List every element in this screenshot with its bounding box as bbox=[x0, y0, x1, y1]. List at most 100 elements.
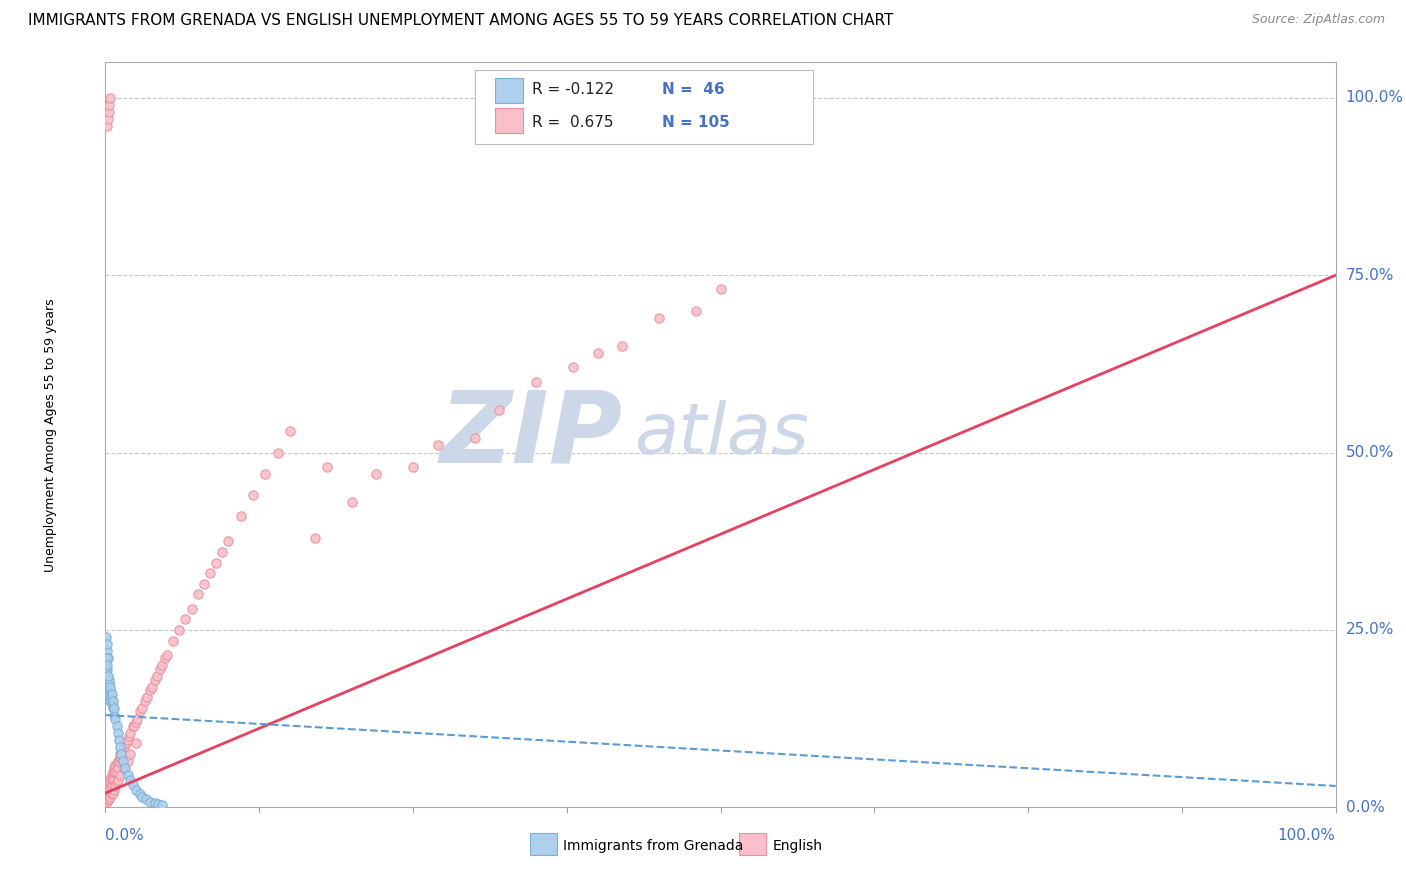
Point bbox=[149, 662, 172, 676]
Point bbox=[103, 772, 125, 786]
Point bbox=[150, 658, 173, 673]
Point bbox=[229, 509, 252, 524]
Text: 75.0%: 75.0% bbox=[1346, 268, 1393, 283]
Point bbox=[97, 112, 120, 127]
Text: English: English bbox=[772, 839, 823, 853]
Point bbox=[97, 782, 120, 797]
Text: 0.0%: 0.0% bbox=[1346, 800, 1385, 814]
Point bbox=[131, 701, 153, 715]
Point bbox=[488, 403, 510, 417]
Point bbox=[101, 694, 124, 708]
Point bbox=[110, 747, 132, 761]
Point bbox=[125, 782, 148, 797]
Point bbox=[315, 459, 337, 474]
Point bbox=[129, 788, 152, 802]
Point bbox=[122, 719, 145, 733]
Point bbox=[153, 651, 176, 665]
Point bbox=[103, 701, 125, 715]
Point bbox=[101, 786, 124, 800]
Point bbox=[115, 736, 138, 750]
Point bbox=[193, 577, 215, 591]
Point bbox=[174, 612, 197, 626]
Text: N = 105: N = 105 bbox=[662, 114, 730, 129]
Point bbox=[187, 587, 209, 601]
Point bbox=[112, 739, 135, 754]
Point bbox=[112, 747, 135, 761]
Text: 100.0%: 100.0% bbox=[1346, 90, 1403, 105]
Text: 100.0%: 100.0% bbox=[1278, 828, 1336, 843]
Point bbox=[104, 757, 127, 772]
Point bbox=[169, 623, 191, 637]
Point bbox=[100, 772, 122, 786]
Point bbox=[304, 531, 326, 545]
FancyBboxPatch shape bbox=[530, 832, 557, 855]
Point bbox=[96, 795, 118, 809]
Point bbox=[134, 694, 156, 708]
Text: R = -0.122: R = -0.122 bbox=[533, 82, 614, 97]
Point bbox=[104, 764, 127, 779]
Text: 0.0%: 0.0% bbox=[105, 828, 145, 843]
Point bbox=[105, 757, 128, 772]
Text: N =  46: N = 46 bbox=[662, 82, 724, 97]
Point bbox=[150, 798, 173, 813]
Point bbox=[111, 754, 134, 768]
Point bbox=[138, 795, 162, 809]
Point bbox=[120, 773, 141, 788]
Text: Source: ZipAtlas.com: Source: ZipAtlas.com bbox=[1251, 13, 1385, 27]
Point bbox=[97, 683, 120, 698]
Point bbox=[96, 658, 118, 673]
Point bbox=[218, 534, 240, 549]
Point bbox=[710, 282, 733, 296]
Point bbox=[110, 747, 132, 761]
Point bbox=[96, 793, 118, 807]
Point bbox=[148, 797, 170, 812]
Point bbox=[97, 651, 120, 665]
FancyBboxPatch shape bbox=[495, 108, 523, 133]
Point bbox=[103, 761, 125, 775]
Point bbox=[98, 779, 121, 793]
Point bbox=[107, 761, 129, 775]
Point bbox=[96, 786, 118, 800]
Point bbox=[107, 726, 129, 740]
Point bbox=[114, 761, 136, 775]
Point bbox=[96, 637, 118, 651]
Point bbox=[100, 687, 122, 701]
Point bbox=[96, 669, 118, 683]
Point bbox=[97, 676, 120, 690]
Point bbox=[524, 375, 547, 389]
Point bbox=[114, 736, 136, 750]
Point bbox=[105, 764, 128, 779]
Point bbox=[143, 673, 166, 687]
Point bbox=[135, 791, 157, 805]
Text: ZIP: ZIP bbox=[439, 386, 621, 483]
Point bbox=[120, 747, 141, 761]
Point bbox=[98, 98, 121, 112]
Point bbox=[104, 779, 127, 793]
Point bbox=[118, 729, 141, 743]
Point bbox=[98, 775, 121, 789]
Point bbox=[98, 687, 121, 701]
Point bbox=[100, 690, 122, 705]
Point bbox=[129, 705, 152, 719]
Point bbox=[97, 669, 120, 683]
Point bbox=[105, 775, 128, 789]
Point bbox=[97, 782, 120, 797]
Point bbox=[146, 669, 169, 683]
Point bbox=[98, 91, 122, 105]
Point bbox=[97, 793, 120, 807]
Point bbox=[121, 719, 143, 733]
Point bbox=[198, 566, 221, 581]
FancyBboxPatch shape bbox=[475, 70, 813, 145]
Point bbox=[96, 658, 118, 673]
Point bbox=[98, 105, 121, 120]
Point bbox=[242, 488, 264, 502]
Point bbox=[98, 791, 121, 805]
FancyBboxPatch shape bbox=[740, 832, 766, 855]
Point bbox=[685, 303, 707, 318]
Point bbox=[108, 754, 131, 768]
Point bbox=[98, 789, 122, 804]
Point bbox=[131, 789, 153, 804]
Point bbox=[426, 438, 449, 452]
Point bbox=[96, 789, 118, 804]
Point bbox=[143, 796, 166, 810]
